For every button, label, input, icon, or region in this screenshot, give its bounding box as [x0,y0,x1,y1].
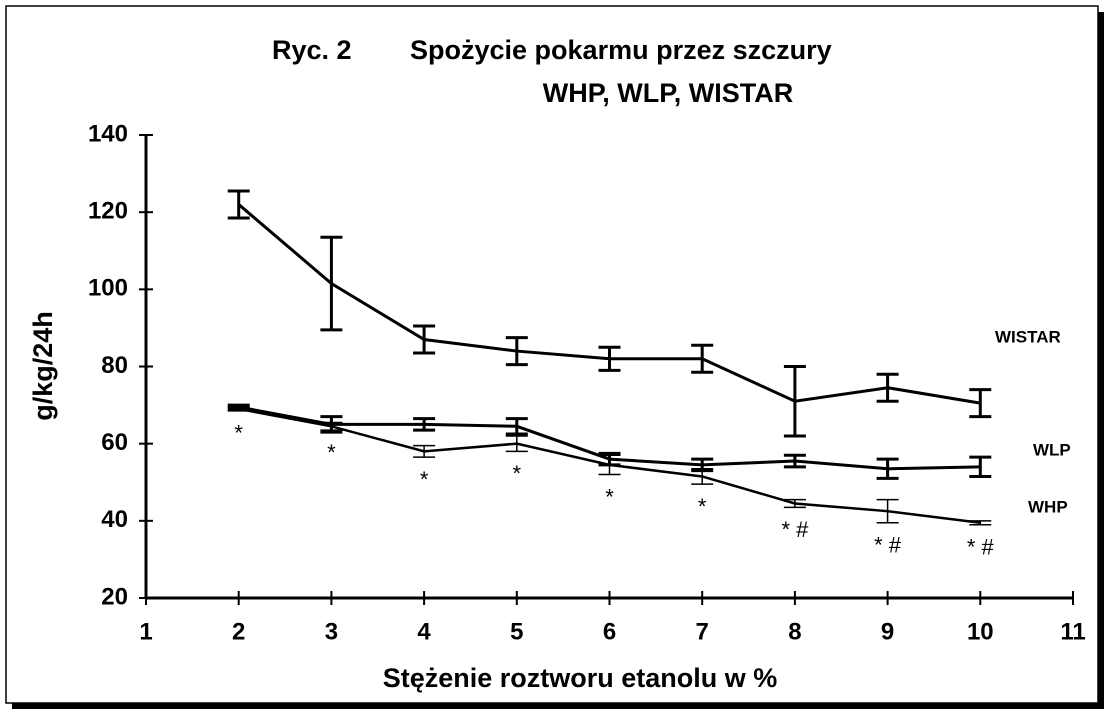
x-tick-label: 2 [232,618,245,645]
annotation: * # [967,535,995,560]
figure-label: Ryc. 2 [272,35,352,65]
x-tick-label: 6 [603,618,616,645]
error-bar [691,467,714,485]
x-tick-label: 3 [325,618,338,645]
error-bar [783,453,806,469]
chart-title: Spożycie pokarmu przez szczury [410,35,832,65]
x-tick-label: 5 [510,618,523,645]
annotation: * # [874,533,902,558]
error-bar [783,365,806,438]
error-bar [320,235,343,332]
annotation: * [420,467,429,492]
chart-subtitle: WHP, WLP, WISTAR [543,78,794,108]
y-tick-label: 100 [88,275,128,302]
x-tick-label: 10 [967,618,994,645]
series-label: WLP [1033,440,1071,459]
error-bar [876,498,899,524]
error-bar [413,444,436,458]
x-tick-label: 1 [139,618,152,645]
error-bar [598,345,621,372]
y-tick-label: 120 [88,198,128,225]
error-bar [227,406,250,412]
series-label: WHP [1028,497,1068,516]
x-tick-label: 9 [881,618,894,645]
error-bar [598,454,621,476]
x-tick-label: 4 [417,618,431,645]
error-bar [783,498,806,509]
error-bar [505,336,528,367]
y-tick-label: 20 [101,583,128,610]
error-bar [320,421,343,431]
y-tick-label: 60 [101,429,128,456]
annotation: * [234,421,243,446]
annotation: * [327,440,336,465]
annotation: * [605,484,614,509]
error-bar [227,189,250,220]
error-bar [876,457,899,480]
series-label: WISTAR [995,327,1061,346]
error-bar [969,455,992,478]
annotation: * [513,461,522,486]
x-tick-label: 7 [696,618,709,645]
annotation: * # [781,517,809,542]
error-bar [413,417,436,432]
error-bar [691,343,714,374]
y-axis-label: g/kg/24h [28,311,58,421]
error-bar [413,324,436,355]
error-bar [505,435,528,453]
error-bar [876,372,899,403]
y-tick-label: 40 [101,506,128,533]
x-tick-label: 8 [788,618,801,645]
x-axis-label: Stężenie roztworu etanolu w % [383,663,778,693]
annotation: * [698,494,707,519]
error-bar [969,388,992,419]
error-bar [969,520,992,526]
error-bar [505,417,528,436]
y-tick-label: 140 [88,120,128,147]
y-tick-label: 80 [101,352,128,379]
x-tick-label: 11 [1060,618,1085,645]
